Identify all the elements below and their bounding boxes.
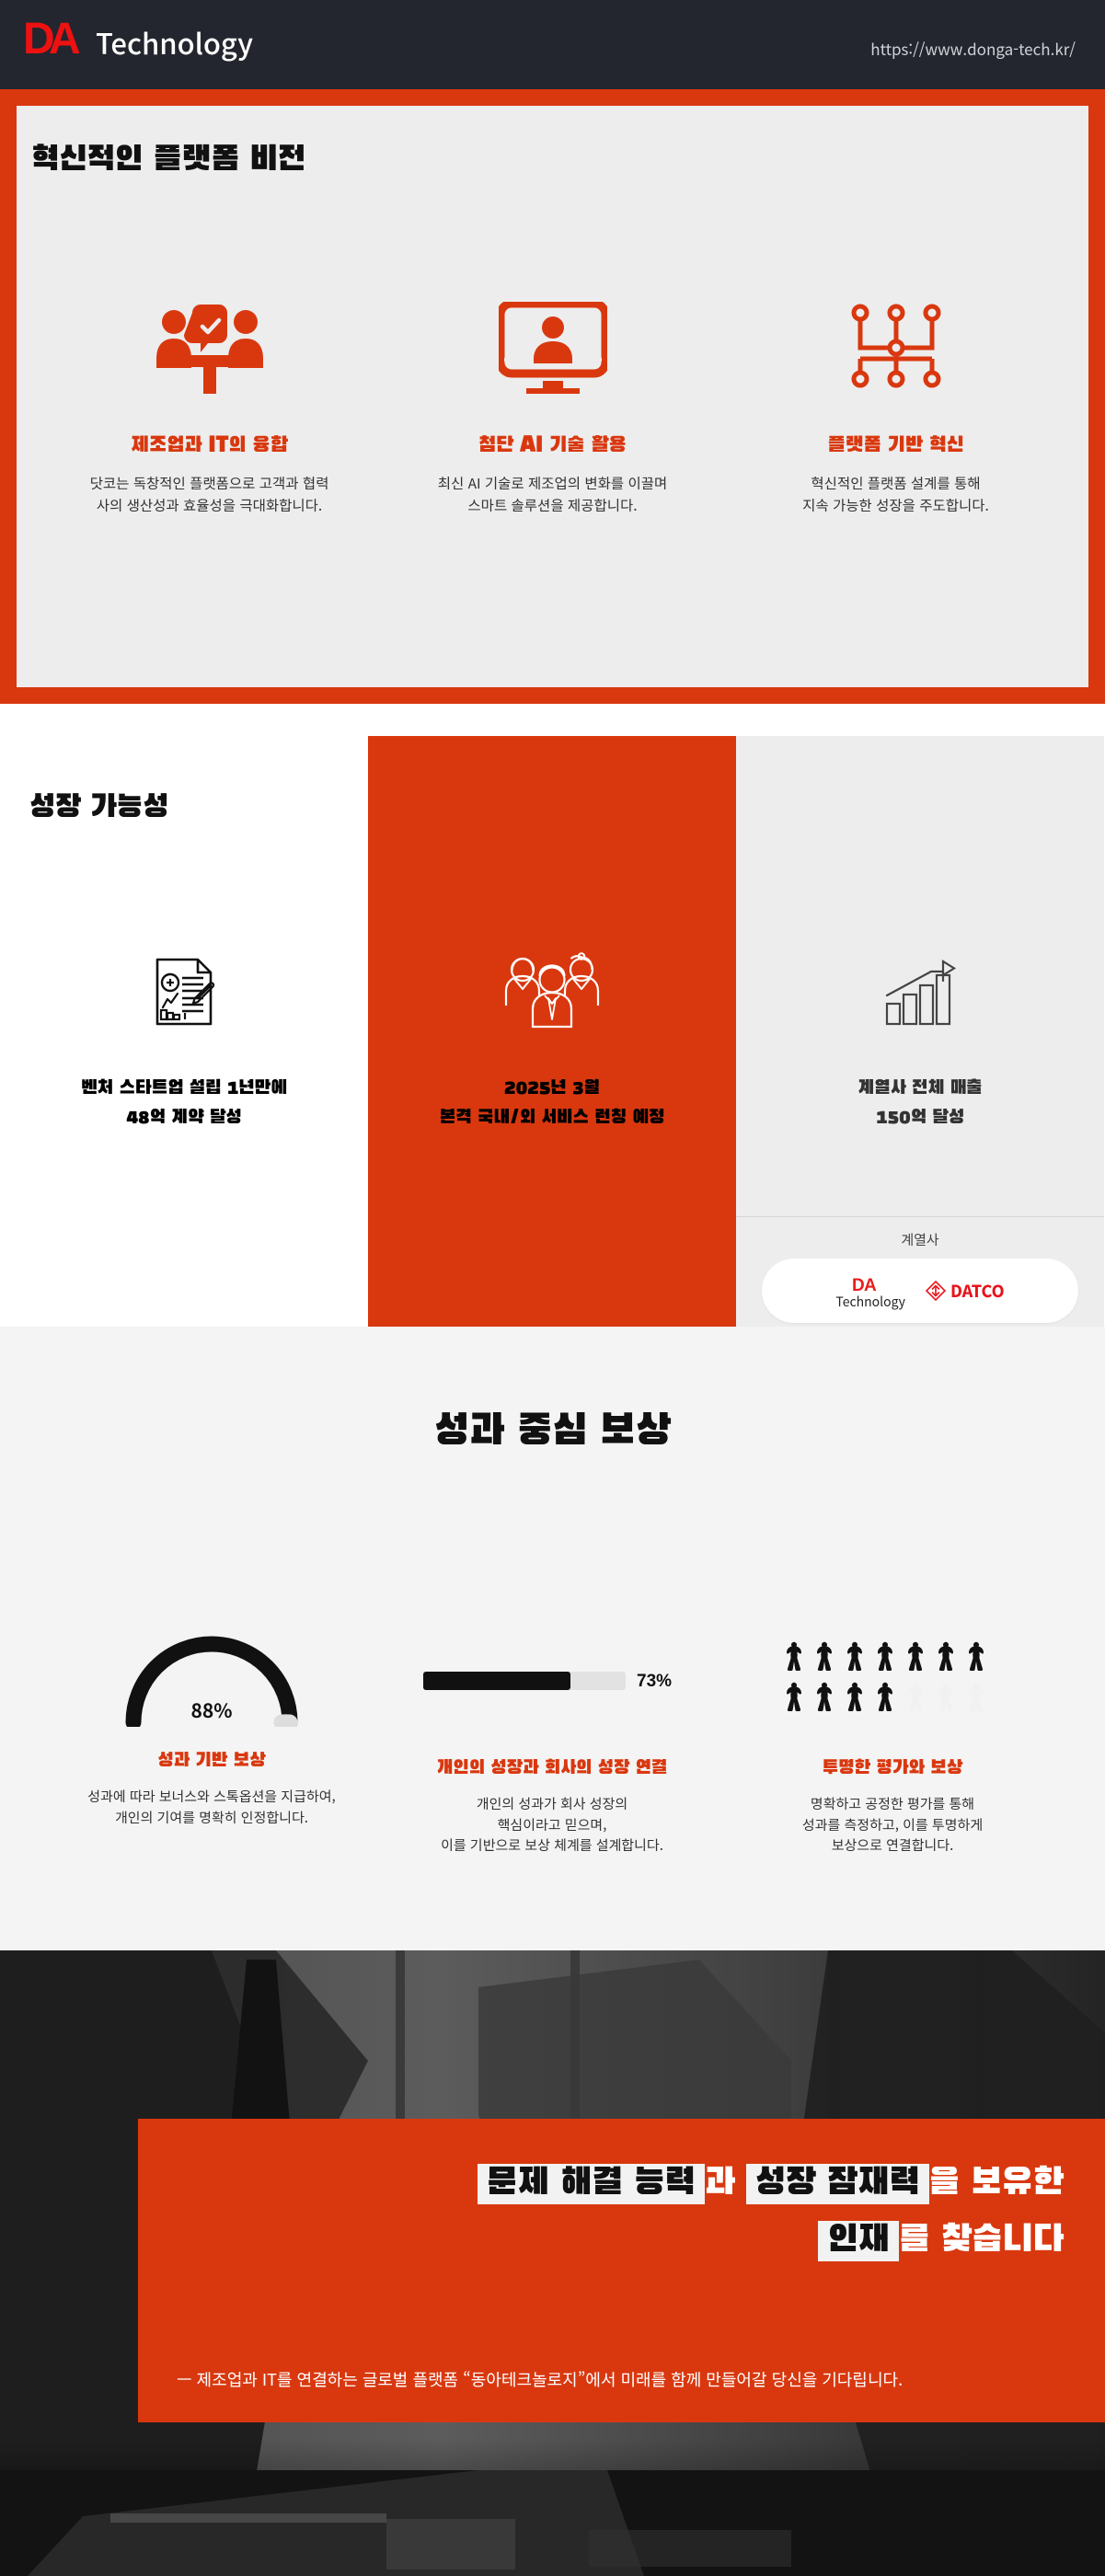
svg-text:A: A — [864, 1276, 877, 1294]
svg-text:A: A — [49, 17, 81, 63]
svg-text:D: D — [853, 1276, 865, 1294]
svg-text:73%: 73% — [637, 1672, 672, 1690]
